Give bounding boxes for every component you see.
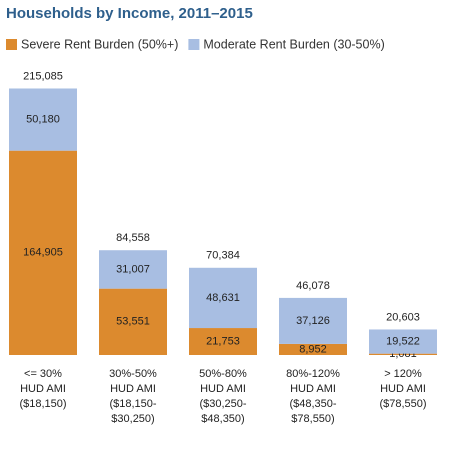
bar-segment bbox=[9, 88, 77, 151]
legend-label: Severe Rent Burden (50%+) bbox=[21, 37, 178, 51]
value-label: 21,753 bbox=[206, 335, 240, 347]
bar-segment bbox=[369, 329, 437, 354]
value-label: 19,522 bbox=[386, 335, 420, 347]
value-label: 37,126 bbox=[296, 315, 330, 327]
x-tick-label: ($30,250- bbox=[199, 398, 246, 410]
bar-segment bbox=[9, 150, 77, 355]
value-label: 164,905 bbox=[23, 247, 63, 259]
legend-label: Moderate Rent Burden (30-50%) bbox=[203, 37, 384, 51]
total-label: 215,085 bbox=[23, 70, 63, 82]
x-tick-label: HUD AMI bbox=[20, 383, 66, 395]
legend-swatch bbox=[188, 39, 200, 50]
total-label: 46,078 bbox=[296, 280, 330, 292]
chart-title: Households by Income, 2011–2015 bbox=[6, 5, 253, 22]
x-tick-label: <= 30% bbox=[24, 368, 62, 380]
value-label: 31,007 bbox=[116, 263, 150, 275]
bar-segment bbox=[99, 288, 167, 355]
value-label: 8,952 bbox=[299, 343, 327, 355]
value-label: 48,631 bbox=[206, 292, 240, 304]
x-tick-label: HUD AMI bbox=[110, 383, 156, 395]
x-tick-label: 80%-120% bbox=[286, 368, 340, 380]
bar-segment bbox=[369, 353, 437, 355]
bar-segment bbox=[279, 343, 347, 355]
value-label: 50,180 bbox=[26, 113, 60, 125]
x-tick-label: HUD AMI bbox=[380, 383, 426, 395]
x-tick-label: $48,350) bbox=[201, 413, 244, 425]
x-tick-label: 30%-50% bbox=[109, 368, 157, 380]
x-tick-label: HUD AMI bbox=[200, 383, 246, 395]
bar-segment bbox=[99, 250, 167, 289]
total-label: 70,384 bbox=[206, 250, 240, 262]
value-label: 53,551 bbox=[116, 316, 150, 328]
legend-swatch bbox=[6, 39, 17, 50]
bar-segment bbox=[279, 297, 347, 344]
x-tick-label: > 120% bbox=[384, 368, 422, 380]
x-tick-label: ($48,350- bbox=[289, 398, 336, 410]
bar-segment bbox=[189, 328, 257, 355]
x-tick-label: ($18,150- bbox=[109, 398, 156, 410]
x-tick-label: ($78,550) bbox=[379, 398, 426, 410]
x-tick-label: $30,250) bbox=[111, 413, 154, 425]
x-tick-label: 50%-80% bbox=[199, 368, 247, 380]
x-tick-label: $78,550) bbox=[291, 413, 334, 425]
x-tick-label: ($18,150) bbox=[19, 398, 66, 410]
total-label: 20,603 bbox=[386, 311, 420, 323]
x-tick-label: HUD AMI bbox=[290, 383, 336, 395]
bar-segment bbox=[189, 267, 257, 329]
legend: Severe Rent Burden (50%+) Moderate Rent B… bbox=[6, 37, 385, 51]
total-label: 84,558 bbox=[116, 232, 150, 244]
